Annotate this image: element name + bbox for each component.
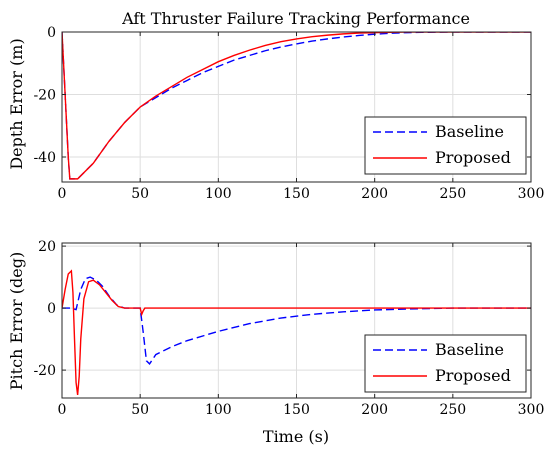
pitch-x-tick-label: 0: [58, 402, 67, 418]
depth-y-tick-label: 0: [47, 25, 56, 41]
pitch-y-tick-label: 0: [47, 301, 56, 317]
depth-x-tick-label: 300: [518, 186, 545, 202]
x-axis-label: Time (s): [263, 427, 329, 446]
depth-error-panel: 0 50 100 150 200 250 300 0 -20 -40 Baseline Propose…: [33, 25, 544, 202]
depth-y-tick-label: -40: [33, 150, 56, 166]
pitch-x-tick-label: 150: [283, 402, 310, 418]
depth-x-tick-label: 50: [131, 186, 149, 202]
pitch-series-proposed: [62, 269, 531, 395]
pitch-y-tick-label: -20: [33, 363, 56, 379]
pitch-x-tick-label: 100: [205, 402, 232, 418]
depth-legend: [364, 116, 527, 175]
depth-x-tick-label: 100: [205, 186, 232, 202]
pitch-y-axis-label: Pitch Error (deg): [7, 252, 26, 390]
depth-x-tick-label: 200: [361, 186, 388, 202]
pitch-legend-label-proposed: Proposed: [435, 366, 511, 385]
pitch-series-baseline: [62, 276, 531, 365]
pitch-x-tick-label: 200: [361, 402, 388, 418]
pitch-x-tick-label: 50: [131, 402, 149, 418]
depth-x-tick-label: 0: [58, 186, 67, 202]
depth-legend-label-baseline: Baseline: [435, 122, 504, 141]
pitch-x-tick-label: 250: [439, 402, 466, 418]
chart-title: Aft Thruster Failure Tracking Performanc…: [121, 9, 470, 28]
depth-x-tick-label: 150: [283, 186, 310, 202]
depth-legend-label-proposed: Proposed: [435, 148, 511, 167]
pitch-x-tick-label: 300: [518, 402, 545, 418]
depth-y-tick-label: -20: [33, 88, 56, 104]
pitch-y-tick-label: 20: [38, 239, 56, 255]
depth-x-tick-label: 250: [439, 186, 466, 202]
depth-y-axis-label: Depth Error (m): [7, 38, 26, 169]
pitch-legend-label-baseline: Baseline: [435, 340, 504, 359]
pitch-legend: [364, 334, 527, 393]
